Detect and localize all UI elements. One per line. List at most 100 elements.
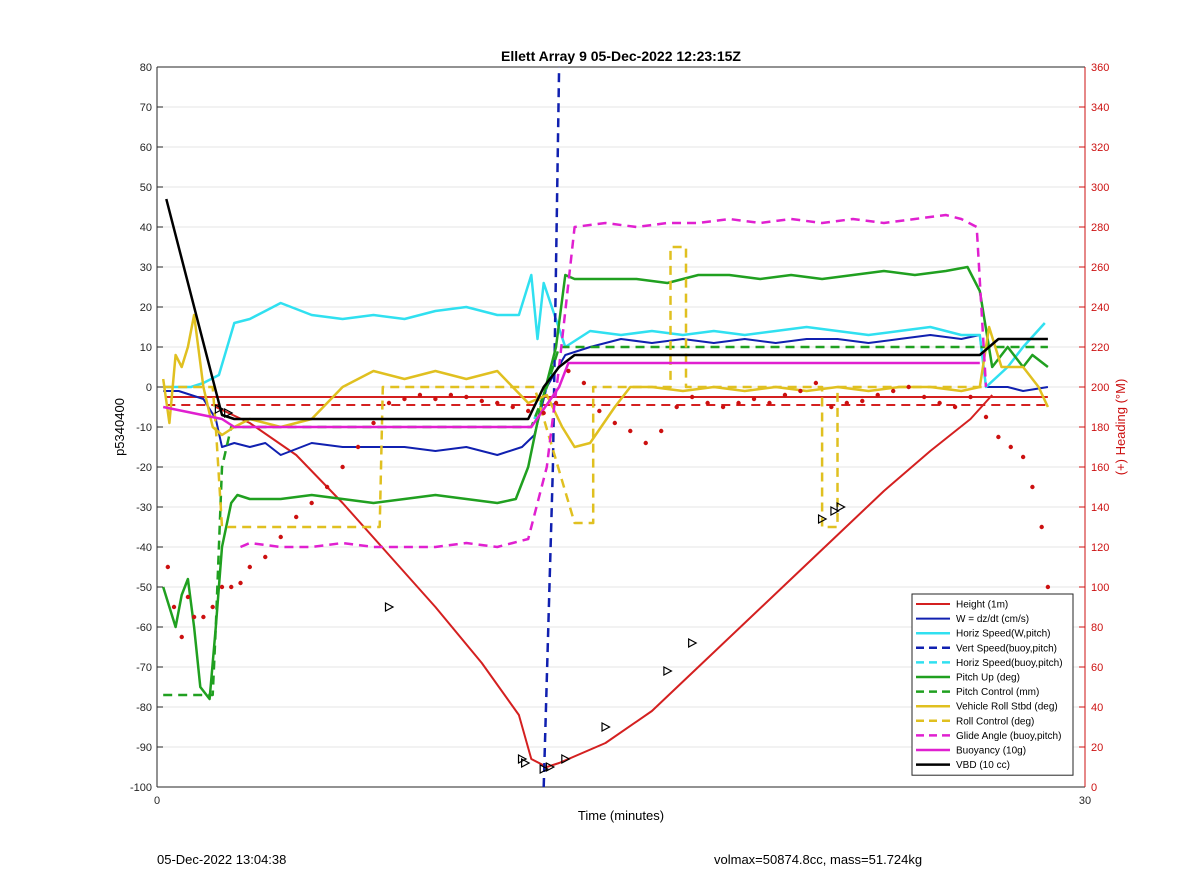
heading-point [495,400,500,406]
height-marker [384,602,395,612]
y-right-tick-label: 80 [1091,622,1103,634]
axes-layer: -100-90-80-70-60-50-40-30-20-10010203040… [130,62,1109,807]
height-marker [517,754,528,764]
legend-label-horiz-speed-buoy-pitch: Horiz Speed(buoy,pitch) [956,658,1063,669]
heading-point [1045,584,1051,590]
heading-point [1039,524,1044,530]
heading-point [402,396,407,402]
heading-point [386,400,392,406]
heading-point [736,400,741,406]
heading-point [891,388,896,394]
heading-point [813,380,819,386]
y-tick-label: 20 [140,302,152,314]
y-tick-label: 10 [140,342,152,354]
heading-point [628,428,633,434]
y-right-tick-label: 260 [1091,262,1109,274]
heading-point [705,400,710,406]
y-right-tick-label: 0 [1091,782,1097,794]
height-marker [663,666,673,676]
heading-point [952,404,958,410]
footer-timestamp: 05-Dec-2022 13:04:38 [157,852,287,867]
heading-point [860,398,865,404]
heading-point [210,604,215,610]
heading-point [1020,454,1026,460]
y-right-tick-label: 160 [1091,462,1109,474]
legend-label-vehicle-roll-stbd-deg: Vehicle Roll Stbd (deg) [956,702,1058,713]
heading-point [983,414,989,420]
heading-point [674,404,679,410]
x-axis-label: Time (minutes) [578,808,664,823]
y-tick-label: -60 [136,622,152,634]
heading-point [371,420,376,426]
heading-point [1008,444,1013,450]
legend-label-pitch-control-mm: Pitch Control (mm) [956,687,1039,698]
height-marker [561,754,571,764]
heading-point [798,388,803,394]
legend-label-roll-control-deg: Roll Control (deg) [956,716,1034,727]
height-marker [521,758,531,768]
y-tick-label: -100 [130,782,152,794]
heading-point [875,392,880,398]
heading-point [844,400,850,406]
height-marker [214,404,225,414]
heading-point [1030,484,1035,490]
heading-point [179,634,184,640]
y-tick-label: -30 [136,502,152,514]
y-tick-label: -20 [136,462,152,474]
height-marker [545,762,556,772]
y-tick-label: 70 [140,102,152,114]
heading-point [229,584,234,590]
heading-point [566,368,571,374]
legend-label-height-1m: Height (1m) [956,600,1008,611]
series-layer [161,66,1050,788]
heading-point [417,392,423,398]
heading-point [340,464,345,470]
height-marker [830,506,840,516]
legend-label-horiz-speed-w-pitch: Horiz Speed(W,pitch) [956,629,1050,640]
y-right-tick-label: 20 [1091,742,1103,754]
height-marker [688,638,698,648]
y-right-tick-label: 200 [1091,382,1109,394]
heading-point [541,410,546,416]
heading-point [263,554,268,560]
heading-point [937,400,942,406]
heading-point [767,400,772,406]
heading-point [921,394,927,400]
heading-point [526,408,531,414]
heading-point [720,404,726,410]
y-axis-label: p5340400 [112,398,127,456]
legend-label-buoyancy-10g: Buoyancy (10g) [956,746,1026,757]
series-line-glide-angle-buoy-pitch [240,213,988,549]
y-right-tick-label: 340 [1091,102,1109,114]
y-tick-label: -70 [136,662,152,674]
y-tick-label: -40 [136,542,152,554]
y-right-tick-label: 120 [1091,542,1109,554]
heading-point [689,394,695,400]
legend-label-vert-speed-buoy-pitch: Vert Speed(buoy,pitch) [956,643,1057,654]
series-line-vbd-10-cc [165,198,1048,421]
heading-point [247,564,252,570]
heading-point [968,394,973,400]
legend-label-vbd-10-cc: VBD (10 cc) [956,760,1010,771]
heading-point [448,392,454,398]
heading-point [309,500,314,506]
y-right-tick-label: 360 [1091,62,1109,74]
heading-point [597,408,602,414]
y-tick-label: 40 [140,222,152,234]
heading-point [996,434,1001,440]
heading-point [751,396,757,402]
y-right-tick-label: 60 [1091,662,1103,674]
y-right-tick-label: 240 [1091,302,1109,314]
y-right-tick-label: 140 [1091,502,1109,514]
legend-label-glide-angle-buoy-pitch: Glide Angle (buoy,pitch) [956,731,1061,742]
y-tick-label: 0 [146,382,152,394]
heading-point [191,614,197,620]
height-marker [836,502,846,512]
y-tick-label: 80 [140,62,152,74]
heading-point [324,484,330,490]
y-right-tick-label: 100 [1091,582,1109,594]
heading-point [171,604,177,610]
y-tick-label: -10 [136,422,152,434]
heading-point [643,440,648,446]
